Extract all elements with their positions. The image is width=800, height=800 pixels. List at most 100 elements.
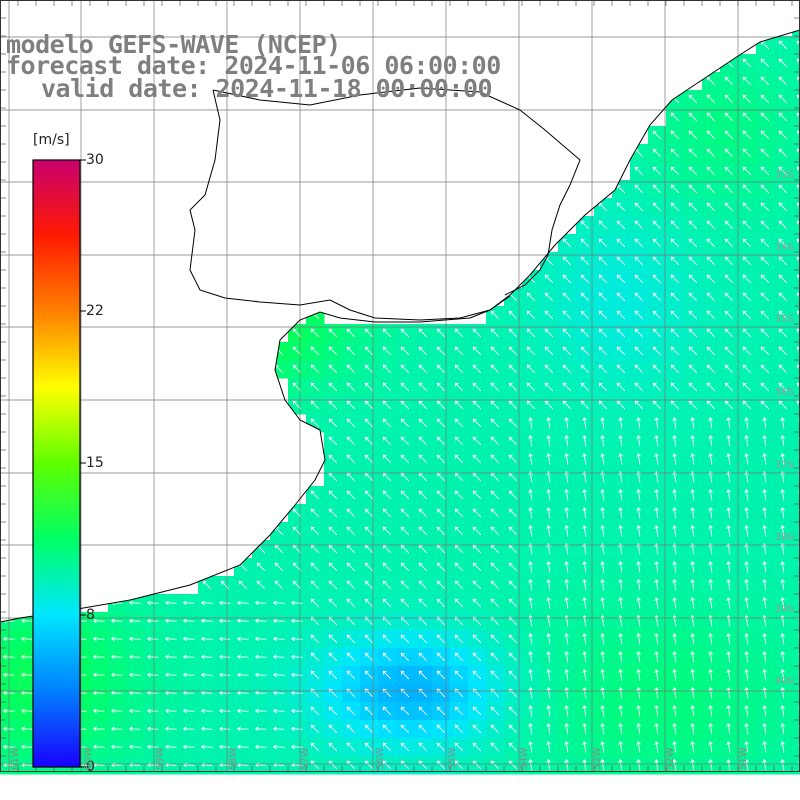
wind-arrow — [291, 636, 303, 642]
wind-arrow — [364, 652, 374, 662]
wind-arrow — [183, 600, 195, 606]
wind-arrow — [400, 382, 410, 392]
wind-arrow — [654, 723, 659, 735]
wind-arrow — [472, 436, 482, 446]
wind-arrow — [364, 526, 374, 536]
wind-arrow — [400, 328, 410, 338]
wind-arrow — [708, 525, 713, 537]
wind-arrow — [672, 561, 677, 573]
wind-arrow — [726, 597, 731, 609]
wind-arrow — [454, 400, 464, 410]
wind-cell — [792, 108, 800, 127]
wind-arrow — [726, 633, 731, 645]
wind-cell — [792, 324, 800, 343]
wind-cell — [792, 540, 800, 559]
wind-arrow — [690, 579, 695, 591]
wind-arrow — [201, 618, 213, 624]
wind-arrow — [564, 489, 569, 501]
wind-arrow — [744, 489, 749, 501]
wind-arrow — [454, 454, 464, 464]
wind-arrow — [564, 741, 569, 753]
wind-arrow — [255, 654, 267, 660]
wind-arrow — [634, 256, 644, 266]
wind-arrow — [472, 364, 482, 374]
wind-arrow — [93, 708, 105, 714]
wind-arrow — [780, 417, 785, 429]
wind-arrow — [618, 525, 623, 537]
title-model: modelo GEFS-WAVE (NCEP) — [6, 30, 341, 59]
wind-arrow — [672, 651, 677, 663]
wind-cell — [792, 198, 800, 217]
wind-arrow — [508, 346, 518, 356]
wind-arrow — [742, 346, 752, 356]
wind-arrow — [762, 723, 767, 735]
wind-arrow — [400, 490, 410, 500]
wind-arrow — [706, 184, 716, 194]
wind-arrow — [708, 633, 713, 645]
wind-arrow — [744, 525, 749, 537]
wind-arrow — [654, 651, 659, 663]
wind-arrow — [724, 274, 734, 284]
wind-arrow — [636, 687, 641, 699]
wind-arrow — [670, 346, 680, 356]
wind-arrow — [600, 453, 605, 465]
wind-arrow — [528, 669, 533, 681]
wind-arrow — [418, 706, 428, 716]
wind-arrow — [400, 742, 410, 752]
wind-arrow — [724, 94, 734, 104]
wind-arrow — [382, 418, 392, 428]
wind-arrow — [291, 600, 303, 606]
wind-arrow — [490, 310, 500, 320]
wind-arrow — [618, 417, 623, 429]
wind-arrow — [93, 618, 105, 624]
wind-arrow — [760, 148, 770, 158]
wind-arrow — [582, 633, 587, 645]
wind-arrow — [760, 292, 770, 302]
wind-arrow — [670, 238, 680, 248]
wind-arrow — [528, 651, 533, 663]
wind-arrow — [708, 687, 713, 699]
wind-arrow — [328, 418, 338, 428]
wind-arrow — [364, 418, 374, 428]
wind-arrow — [618, 669, 623, 681]
wind-arrow — [219, 618, 231, 624]
wind-arrow — [526, 328, 536, 338]
wind-arrow — [706, 76, 716, 86]
wind-arrow — [346, 328, 356, 338]
wind-arrow — [600, 669, 605, 681]
wind-arrow — [508, 580, 518, 590]
wind-arrow — [778, 238, 788, 248]
wind-arrow — [219, 672, 231, 678]
wind-arrow — [670, 382, 680, 392]
wind-arrow — [778, 292, 788, 302]
wind-arrow — [724, 256, 734, 266]
wind-arrow — [183, 618, 195, 624]
wind-arrow — [654, 633, 659, 645]
wind-arrow — [672, 489, 677, 501]
wind-arrow — [706, 382, 716, 392]
wind-arrow — [490, 706, 500, 716]
wind-arrow — [147, 636, 159, 642]
wind-arrow — [472, 652, 482, 662]
wind-cell — [792, 612, 800, 631]
wind-arrow — [562, 328, 572, 338]
wind-arrow — [634, 292, 644, 302]
wind-arrow — [618, 759, 623, 771]
wind-arrow — [742, 382, 752, 392]
wind-arrow — [436, 634, 446, 644]
wind-arrow — [292, 508, 302, 518]
wind-arrow — [546, 687, 551, 699]
wind-arrow — [526, 310, 536, 320]
wind-cell — [792, 144, 800, 163]
wind-arrow — [616, 346, 626, 356]
wind-arrow — [508, 526, 518, 536]
wind-arrow — [598, 364, 608, 374]
wind-arrow — [436, 364, 446, 374]
wind-arrow — [291, 618, 303, 624]
wind-arrow — [762, 489, 767, 501]
wind-arrow — [436, 490, 446, 500]
wind-arrow — [616, 274, 626, 284]
wind-arrow — [472, 382, 482, 392]
wind-arrow — [598, 274, 608, 284]
